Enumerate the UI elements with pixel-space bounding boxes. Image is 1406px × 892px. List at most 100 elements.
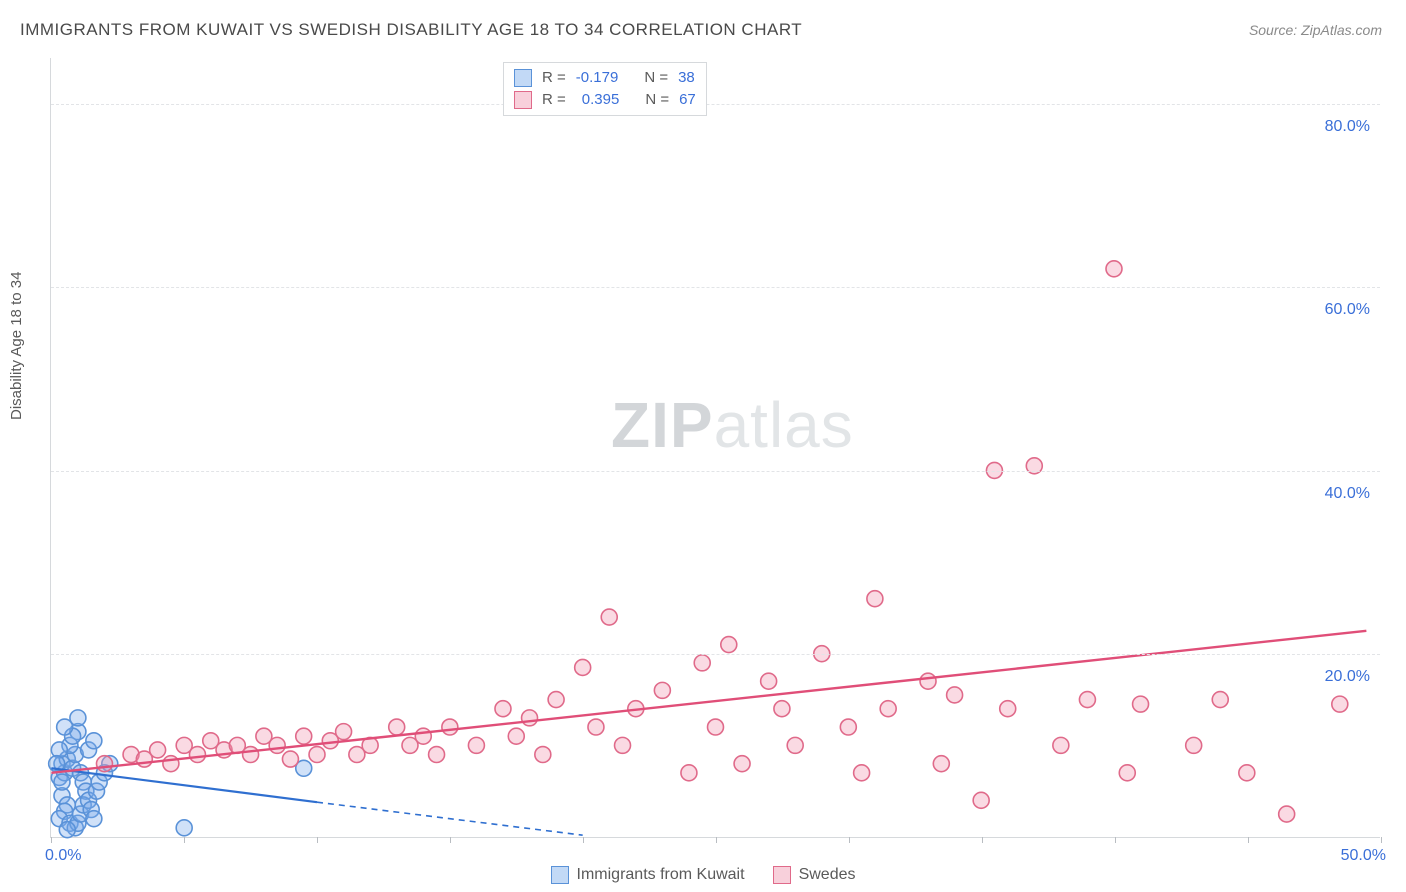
point-swedes — [1079, 692, 1095, 708]
legend-row-kuwait: R = -0.179 N = 38 — [514, 67, 696, 89]
point-swedes — [654, 682, 670, 698]
point-swedes — [1133, 696, 1149, 712]
point-swedes — [415, 728, 431, 744]
point-swedes — [1279, 806, 1295, 822]
chart-svg — [51, 58, 1380, 837]
point-swedes — [468, 737, 484, 753]
point-kuwait — [70, 710, 86, 726]
point-swedes — [1119, 765, 1135, 781]
swatch-swedes-bottom — [773, 866, 791, 884]
x-tick — [450, 837, 451, 843]
x-tick — [1115, 837, 1116, 843]
point-swedes — [189, 747, 205, 763]
point-swedes — [269, 737, 285, 753]
point-swedes — [535, 747, 551, 763]
x-tick — [51, 837, 52, 843]
point-swedes — [880, 701, 896, 717]
y-tick-label: 80.0% — [1325, 118, 1370, 136]
gridline — [51, 287, 1380, 288]
chart-title: IMMIGRANTS FROM KUWAIT VS SWEDISH DISABI… — [20, 20, 802, 40]
n-value-swedes: 67 — [679, 89, 696, 111]
point-swedes — [973, 792, 989, 808]
point-swedes — [721, 637, 737, 653]
point-kuwait — [86, 811, 102, 827]
point-swedes — [840, 719, 856, 735]
point-swedes — [548, 692, 564, 708]
x-tick — [849, 837, 850, 843]
trend-swedes — [51, 631, 1366, 773]
y-axis-label: Disability Age 18 to 34 — [8, 272, 25, 420]
x-tick — [583, 837, 584, 843]
point-swedes — [150, 742, 166, 758]
x-tick — [716, 837, 717, 843]
point-swedes — [442, 719, 458, 735]
point-swedes — [734, 756, 750, 772]
point-swedes — [708, 719, 724, 735]
point-swedes — [508, 728, 524, 744]
point-swedes — [1212, 692, 1228, 708]
point-swedes — [787, 737, 803, 753]
n-value-kuwait: 38 — [678, 67, 695, 89]
n-label: N = — [644, 67, 668, 89]
point-swedes — [588, 719, 604, 735]
y-tick-label: 20.0% — [1325, 668, 1370, 686]
x-tick — [317, 837, 318, 843]
gridline — [51, 654, 1380, 655]
point-kuwait — [86, 733, 102, 749]
point-swedes — [336, 724, 352, 740]
legend-label-swedes: Swedes — [799, 866, 856, 884]
point-swedes — [854, 765, 870, 781]
legend-item-kuwait: Immigrants from Kuwait — [551, 866, 745, 884]
point-swedes — [243, 747, 259, 763]
plot-area: ZIPatlas 20.0%40.0%60.0%80.0%0.0%50.0% — [50, 58, 1380, 838]
source-attribution: Source: ZipAtlas.com — [1249, 22, 1382, 38]
series-legend: Immigrants from Kuwait Swedes — [0, 866, 1406, 884]
point-swedes — [920, 673, 936, 689]
point-swedes — [1332, 696, 1348, 712]
x-tick — [982, 837, 983, 843]
point-swedes — [282, 751, 298, 767]
point-swedes — [296, 728, 312, 744]
legend-item-swedes: Swedes — [773, 866, 856, 884]
gridline — [51, 471, 1380, 472]
point-swedes — [933, 756, 949, 772]
point-swedes — [681, 765, 697, 781]
swatch-kuwait — [514, 69, 532, 87]
swatch-swedes — [514, 91, 532, 109]
point-kuwait — [59, 822, 75, 838]
x-tick — [1248, 837, 1249, 843]
point-swedes — [1239, 765, 1255, 781]
x-origin-label: 0.0% — [45, 847, 81, 865]
r-value-kuwait: -0.179 — [576, 67, 619, 89]
point-swedes — [309, 747, 325, 763]
point-swedes — [1053, 737, 1069, 753]
legend-label-kuwait: Immigrants from Kuwait — [577, 866, 745, 884]
point-swedes — [867, 591, 883, 607]
point-swedes — [575, 659, 591, 675]
swatch-kuwait-bottom — [551, 866, 569, 884]
point-swedes — [694, 655, 710, 671]
y-tick-label: 40.0% — [1325, 485, 1370, 503]
point-swedes — [96, 756, 112, 772]
point-swedes — [522, 710, 538, 726]
point-swedes — [389, 719, 405, 735]
r-label: R = — [542, 89, 566, 111]
point-swedes — [495, 701, 511, 717]
point-swedes — [761, 673, 777, 689]
point-swedes — [774, 701, 790, 717]
correlation-legend: R = -0.179 N = 38 R = 0.395 N = 67 — [503, 62, 707, 116]
point-kuwait — [54, 774, 70, 790]
point-swedes — [1186, 737, 1202, 753]
x-tick — [1381, 837, 1382, 843]
point-kuwait — [176, 820, 192, 836]
y-tick-label: 60.0% — [1325, 301, 1370, 319]
point-swedes — [947, 687, 963, 703]
gridline — [51, 104, 1380, 105]
n-label: N = — [645, 89, 669, 111]
trend-kuwait-dashed — [317, 802, 583, 835]
point-swedes — [615, 737, 631, 753]
legend-row-swedes: R = 0.395 N = 67 — [514, 89, 696, 111]
r-label: R = — [542, 67, 566, 89]
point-swedes — [1106, 261, 1122, 277]
point-swedes — [1000, 701, 1016, 717]
